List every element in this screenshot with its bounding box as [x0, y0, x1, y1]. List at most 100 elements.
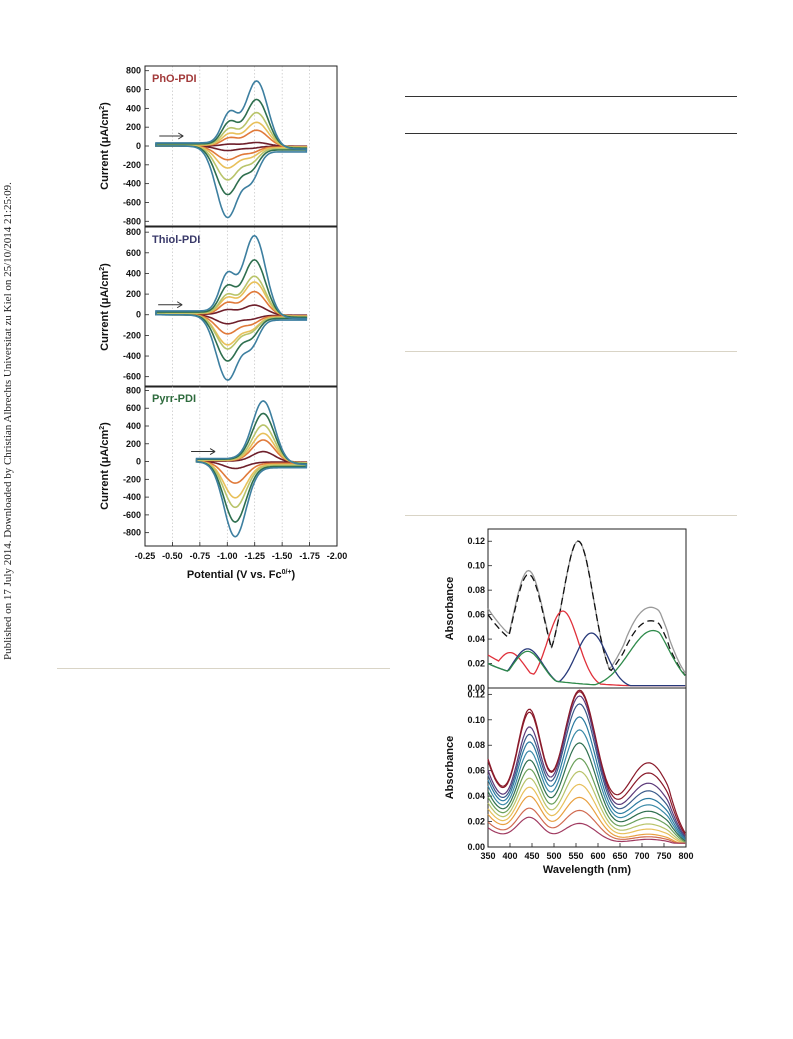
abs-titration-7	[487, 742, 686, 842]
x-tick-label: -0.25	[135, 551, 156, 561]
panel-frame	[144, 226, 338, 388]
abs-series-2	[487, 540, 686, 676]
y-tick-label: 0	[136, 310, 141, 320]
y-tick-label: 0.04	[467, 634, 485, 644]
cv-scan-6	[155, 80, 308, 219]
y-tick-label: 200	[126, 439, 141, 449]
y-tick-label: 600	[126, 85, 141, 95]
y-axis-label: Absorbance	[444, 577, 456, 641]
abs-titration-5	[487, 716, 686, 840]
x-axis-label: Potential (V vs. Fc0/+)	[187, 569, 296, 581]
y-tick-label: 400	[126, 103, 141, 113]
x-tick-label: -1.75	[299, 551, 320, 561]
y-tick-label: 800	[126, 66, 141, 76]
y-tick-label: -400	[123, 351, 141, 361]
cv-scan-6	[155, 234, 308, 381]
x-tick-label: 650	[612, 851, 627, 861]
y-axis-label: Current (μA/cm2)	[99, 422, 111, 510]
y-tick-label: 400	[126, 421, 141, 431]
y-tick-label: 0.12	[467, 689, 485, 699]
abs-titration-13	[487, 816, 686, 844]
y-tick-label: 200	[126, 289, 141, 299]
x-tick-label: 750	[656, 851, 671, 861]
abs-titration-3	[487, 695, 686, 837]
abs-series-4	[487, 632, 686, 687]
x-axis-label: Wavelength (nm)	[543, 864, 632, 876]
abs-series-5	[487, 629, 686, 686]
x-tick-label: 500	[546, 851, 561, 861]
y-tick-label: -600	[123, 197, 141, 207]
x-tick-label: 800	[678, 851, 693, 861]
y-tick-label: 0.06	[467, 766, 485, 776]
panel-label: PhO-PDI	[152, 73, 197, 85]
y-tick-label: 200	[126, 122, 141, 132]
y-tick-label: 400	[126, 268, 141, 278]
cv-figure: 800 600 400 200 0 -200 -400 -600 -800 PhO-PDI 800 6…	[99, 65, 348, 581]
cv-scan-6	[195, 400, 308, 538]
y-tick-label: 0.08	[467, 585, 485, 595]
section-rule	[405, 515, 737, 516]
abs-titration-10	[487, 783, 686, 844]
y-tick-label: -200	[123, 330, 141, 340]
y-tick-label: 600	[126, 403, 141, 413]
y-tick-label: 0	[136, 457, 141, 467]
y-axis-label: Absorbance	[444, 736, 456, 800]
x-tick-label: -2.00	[327, 551, 348, 561]
y-tick-label: 800	[126, 385, 141, 395]
abs-titration-6	[487, 729, 686, 841]
scan-arrow-head	[176, 301, 183, 309]
x-tick-label: -1.00	[217, 551, 238, 561]
y-axis-label: Current (μA/cm2)	[99, 263, 111, 351]
y-tick-label: 0.00	[467, 683, 485, 693]
panel-frame	[144, 385, 338, 547]
y-tick-label: 600	[126, 248, 141, 258]
x-tick-label: 400	[502, 851, 517, 861]
absorbance-figure: 0.00 0.02 0.04 0.06 0.08 0.10 0.12 Absorbance 0.…	[444, 528, 694, 876]
abs-titration-8	[487, 757, 686, 843]
y-tick-label: -400	[123, 492, 141, 502]
y-tick-label: -200	[123, 160, 141, 170]
abs-titration-2	[487, 691, 686, 835]
y-tick-label: -800	[123, 528, 141, 538]
y-axis-label: Current (μA/cm2)	[99, 102, 111, 190]
margin-note: Published on 17 July 2014. Downloaded by…	[2, 182, 14, 660]
y-tick-label: 0.10	[467, 561, 485, 571]
x-tick-label: -1.50	[272, 551, 293, 561]
panel-label: Pyrr-PDI	[152, 393, 196, 405]
y-tick-label: 0.04	[467, 791, 485, 801]
abs-titration-12	[487, 807, 686, 844]
x-tick-label: 550	[568, 851, 583, 861]
abs-titration-4	[487, 703, 686, 838]
y-tick-label: 0.02	[467, 659, 485, 669]
y-tick-label: -200	[123, 474, 141, 484]
x-tick-label: 600	[590, 851, 605, 861]
abs-titration-9	[487, 770, 686, 844]
abs-series-3	[487, 610, 686, 687]
y-tick-label: 0.00	[467, 842, 485, 852]
panel-label: Thiol-PDI	[152, 234, 200, 246]
x-tick-label: -0.75	[190, 551, 211, 561]
y-tick-label: -800	[123, 216, 141, 226]
section-rule	[405, 351, 737, 352]
y-tick-label: 0.12	[467, 536, 485, 546]
panel-frame	[487, 687, 687, 848]
y-tick-label: 0	[136, 141, 141, 151]
y-tick-label: 0.08	[467, 740, 485, 750]
x-tick-label: -1.25	[244, 551, 265, 561]
table-rule-bottom	[405, 133, 737, 134]
x-tick-label: 700	[634, 851, 649, 861]
y-tick-label: 0.06	[467, 610, 485, 620]
section-rule	[57, 668, 390, 669]
y-tick-label: -400	[123, 179, 141, 189]
x-tick-label: 450	[524, 851, 539, 861]
x-tick-label: -0.50	[162, 551, 183, 561]
y-tick-label: 0.10	[467, 715, 485, 725]
y-tick-label: -600	[123, 372, 141, 382]
y-tick-label: -600	[123, 510, 141, 520]
y-tick-label: 800	[126, 227, 141, 237]
table-rule-top	[405, 96, 737, 97]
y-tick-label: 0.02	[467, 817, 485, 827]
x-tick-label: 350	[480, 851, 495, 861]
scan-arrow-head	[209, 448, 216, 455]
scan-arrow-head	[178, 132, 184, 140]
